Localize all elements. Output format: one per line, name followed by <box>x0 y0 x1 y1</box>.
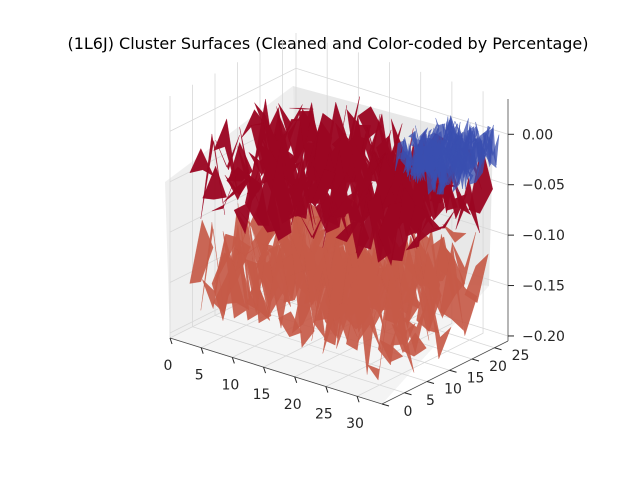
y-tick-mark <box>381 403 390 407</box>
surface-patch <box>289 107 314 110</box>
surface-patch <box>442 165 468 220</box>
z-tick-label: −0.05 <box>522 178 565 194</box>
x-tick-mark <box>263 366 267 374</box>
z-tick-label: 0.00 <box>522 127 553 143</box>
z-tick-label: −0.20 <box>522 329 565 345</box>
y-axis-line <box>381 340 509 405</box>
surface-patch <box>482 132 493 167</box>
x-tick-label: 25 <box>315 407 333 423</box>
surface-patch <box>290 235 315 349</box>
x-tick-mark <box>169 337 173 345</box>
surface-patch <box>322 259 347 354</box>
x-tick-mark <box>200 347 204 354</box>
y-tick-mark <box>471 358 480 362</box>
surface-patch <box>215 135 240 171</box>
upper-cluster-surface <box>189 96 494 267</box>
chart-title: (1L6J) Cluster Surfaces (Cleaned and Col… <box>67 34 588 53</box>
x-tick-label: 30 <box>346 416 364 432</box>
y-gridline <box>192 84 405 394</box>
x-tick-mark <box>356 396 360 403</box>
z-axis-ticks: 0.00 −0.05 −0.10 −0.15 −0.20 <box>508 127 565 345</box>
surface-patch <box>441 162 453 186</box>
surface-patch <box>416 214 442 244</box>
surface-patch <box>333 189 359 218</box>
surface-patch <box>430 147 441 193</box>
surface-patch <box>300 262 325 306</box>
surface-patch <box>267 245 292 310</box>
y-tick-label: 10 <box>444 382 462 398</box>
y-tick-label: 0 <box>404 404 413 420</box>
surface-patch <box>244 234 269 314</box>
surface-patch <box>300 211 325 240</box>
y-tick-label: 15 <box>467 370 485 386</box>
y-tick-mark <box>404 392 412 396</box>
surface-patch <box>448 165 459 193</box>
surface-patch <box>267 147 292 242</box>
surface-patch <box>442 223 467 243</box>
surface-patch <box>464 253 489 304</box>
y-tick-mark <box>426 381 435 384</box>
small-cluster-surface <box>394 114 500 196</box>
surface-patch <box>344 195 370 260</box>
x-tick-mark <box>325 386 329 393</box>
y-tick-label: 25 <box>512 348 530 364</box>
surface-patch <box>468 149 480 185</box>
surface-patch <box>355 260 380 375</box>
surface-patch <box>346 162 372 201</box>
surface-patch <box>333 301 358 338</box>
surface-patch <box>377 279 402 366</box>
surface-patch <box>439 152 450 196</box>
surface-patch <box>416 250 441 332</box>
y-tick-mark <box>494 347 502 351</box>
surface-patch <box>452 232 477 288</box>
surface-patch <box>390 312 415 373</box>
surface-patch <box>289 269 314 276</box>
surface-patch <box>289 156 314 231</box>
x-tick-mark <box>294 376 298 383</box>
x-tick-label: 0 <box>164 358 173 374</box>
x-axis-ticks: 0 5 10 15 20 25 30 <box>164 337 364 432</box>
x-tick-label: 20 <box>284 397 302 413</box>
surface-patch <box>277 171 303 216</box>
z-tick-label: −0.15 <box>522 279 565 295</box>
surface-patch <box>455 151 466 183</box>
surface-patch <box>200 133 226 219</box>
x-tick-label: 15 <box>253 387 271 403</box>
surface-patch <box>211 176 237 212</box>
x-tick-label: 5 <box>195 368 204 384</box>
z-gridline <box>169 67 509 135</box>
surface-patch <box>202 165 228 200</box>
surface-patch <box>278 311 303 338</box>
y-tick-label: 20 <box>489 359 507 375</box>
x-tick-mark <box>231 357 235 364</box>
surface-patch <box>311 271 336 341</box>
surface-patch <box>439 242 464 332</box>
surface-patch <box>201 237 226 310</box>
cluster-surfaces <box>189 96 500 381</box>
surface-patch <box>189 219 214 284</box>
surface-patch <box>462 139 473 190</box>
x-tick-label: 10 <box>221 377 239 393</box>
z-tick-label: −0.10 <box>522 228 565 244</box>
surface-patch <box>222 231 247 319</box>
surface-patch <box>222 178 248 203</box>
surface-patch <box>322 172 348 248</box>
surface-patch <box>408 143 419 183</box>
surface-patch <box>400 139 411 182</box>
y-tick-mark <box>449 369 457 373</box>
surface-patch <box>278 103 303 143</box>
chart-axes <box>169 99 509 405</box>
surface-patch <box>415 254 440 334</box>
surface-patch <box>361 149 386 176</box>
surface-patch <box>377 201 403 267</box>
surface-patch <box>233 245 258 256</box>
y-tick-label: 5 <box>426 393 435 409</box>
x-axis-line <box>169 337 383 405</box>
